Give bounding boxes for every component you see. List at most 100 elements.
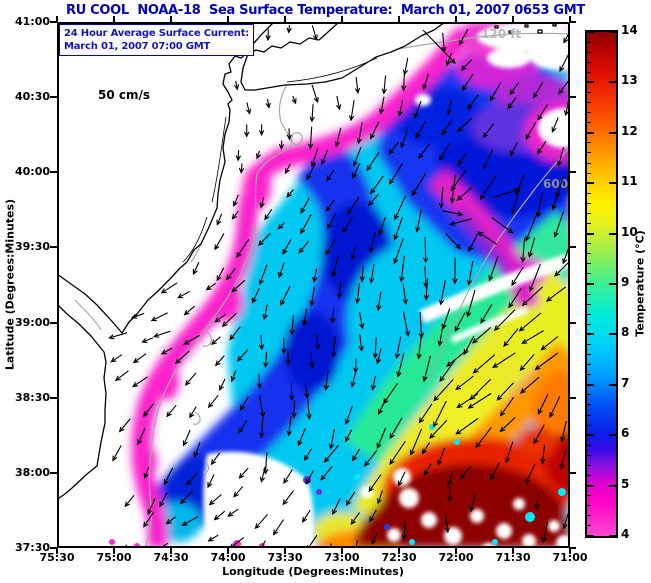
annotation-line2: March 01, 2007 07:00 GMT: [64, 41, 211, 52]
x-tick-mark: [398, 548, 400, 554]
y-tick-label: 38:00: [14, 465, 50, 479]
colorbar-minor-tick: [587, 454, 591, 456]
colorbar-minor-tick: [587, 323, 591, 325]
x-tick-label: 72:30: [381, 551, 417, 564]
colorbar-minor-tick: [587, 313, 591, 315]
colorbar-tick-label: 10: [621, 224, 638, 239]
y-tick-mark: [50, 546, 57, 549]
y-tick-mark: [50, 471, 57, 474]
y-tick-label: 39:00: [14, 315, 50, 329]
colorbar-minor-tick: [587, 464, 591, 466]
y-tick-label: 38:30: [14, 390, 50, 404]
colorbar-minor-tick: [587, 414, 591, 416]
colorbar-minor-tick: [587, 394, 591, 396]
colorbar-minor-tick: [587, 71, 591, 73]
colorbar-minor-tick: [587, 162, 591, 164]
colorbar-major-tick: [609, 182, 616, 185]
colorbar-tick-label: 6: [621, 426, 630, 441]
temperature-colorbar: [585, 30, 618, 538]
x-axis-label: Longitude (Degrees:Minutes): [222, 565, 404, 578]
y-tick-mark: [50, 396, 57, 399]
colorbar-major-tick: [587, 535, 594, 537]
x-tick-mark: [170, 548, 172, 554]
x-tick-label: 74:30: [153, 551, 189, 564]
colorbar-minor-tick: [587, 303, 591, 305]
colorbar-major-tick: [609, 484, 616, 487]
colorbar-tick-label: 11: [621, 174, 638, 189]
colorbar-minor-tick: [587, 192, 591, 194]
colorbar-major-tick: [587, 333, 594, 336]
colorbar-major-tick: [609, 232, 616, 235]
colorbar-major-tick: [609, 131, 616, 134]
colorbar-major-tick: [587, 383, 594, 386]
y-tick-mark-right: [570, 471, 576, 474]
y-tick-mark-right: [570, 321, 576, 324]
x-tick-mark: [56, 548, 58, 554]
colorbar-major-tick: [609, 333, 616, 336]
colorbar-minor-tick: [587, 253, 591, 255]
colorbar-minor-tick: [587, 515, 591, 517]
colorbar-major-tick: [609, 434, 616, 437]
x-tick-mark: [569, 548, 571, 554]
y-tick-mark: [50, 96, 57, 99]
current-vector-arrows: [108, 25, 570, 548]
colorbar-minor-tick: [587, 51, 591, 53]
x-tick-mark: [113, 548, 115, 554]
cloud-patches: [203, 23, 570, 548]
y-axis-label: Latitude (Degrees:Minutes): [3, 198, 17, 371]
annotation-line1: 24 Hour Average Surface Current:: [64, 28, 250, 39]
y-tick-mark-right: [570, 21, 576, 23]
colorbar-minor-tick: [587, 374, 591, 376]
colorbar-tick-label: 14: [621, 23, 638, 37]
colorbar-major-tick: [587, 182, 594, 185]
colorbar-minor-tick: [587, 424, 591, 426]
colorbar-minor-tick: [587, 91, 591, 93]
colorbar-minor-tick: [587, 41, 591, 43]
vector-scale-label: 50 cm/s: [98, 88, 151, 102]
colorbar-minor-tick: [587, 172, 591, 174]
y-tick-mark-right: [570, 396, 576, 399]
x-tick-mark-top: [341, 16, 343, 22]
y-tick-mark-right: [570, 96, 576, 99]
x-tick-mark-top: [455, 16, 457, 22]
colorbar-minor-tick: [587, 212, 591, 214]
x-tick-label: 72:00: [438, 551, 474, 564]
y-tick-label: 40:30: [14, 90, 50, 104]
x-tick-label: 75:30: [39, 551, 75, 564]
current-annotation-box: 24 Hour Average Surface Current: March 0…: [59, 24, 255, 56]
x-tick-mark: [341, 548, 343, 554]
x-tick-mark-top: [170, 16, 172, 22]
colorbar-major-tick: [587, 484, 594, 487]
colorbar-minor-tick: [587, 102, 591, 104]
colorbar-major-tick: [609, 81, 616, 84]
x-tick-mark-top: [569, 16, 571, 22]
colorbar-tick-label: 7: [621, 375, 630, 390]
colorbar-minor-tick: [587, 495, 591, 497]
x-tick-label: 71:00: [552, 551, 588, 564]
figure-title: RU COOL NOAA-18 Sea Surface Temperature:…: [65, 3, 585, 18]
inner-shore-detail: [182, 57, 378, 263]
x-tick-label: 71:30: [495, 551, 531, 564]
colorbar-minor-tick: [587, 243, 591, 245]
y-tick-mark-right: [570, 171, 576, 174]
colorbar-minor-tick: [587, 404, 591, 406]
colorbar-major-tick: [587, 131, 594, 134]
colorbar-minor-tick: [587, 343, 591, 345]
colorbar-minor-tick: [587, 263, 591, 265]
x-tick-label: 75:00: [96, 551, 132, 564]
x-tick-label: 74:00: [210, 551, 246, 564]
x-tick-label: 73:30: [267, 551, 303, 564]
x-tick-mark-top: [398, 16, 400, 22]
y-tick-label: 37:30: [14, 540, 50, 554]
y-tick-mark: [50, 246, 57, 249]
depth-label-120ft: 120 ft: [481, 27, 521, 41]
colorbar-tick-label: 13: [621, 73, 638, 88]
colorbar-major-tick: [609, 383, 616, 386]
colorbar-minor-tick: [587, 364, 591, 366]
colorbar-major-tick: [587, 31, 594, 33]
x-tick-mark-top: [227, 16, 229, 22]
colorbar-major-tick: [609, 535, 616, 537]
colorbar-minor-tick: [587, 152, 591, 154]
sst-map-svg: 120 ft 600 ft: [57, 22, 570, 548]
